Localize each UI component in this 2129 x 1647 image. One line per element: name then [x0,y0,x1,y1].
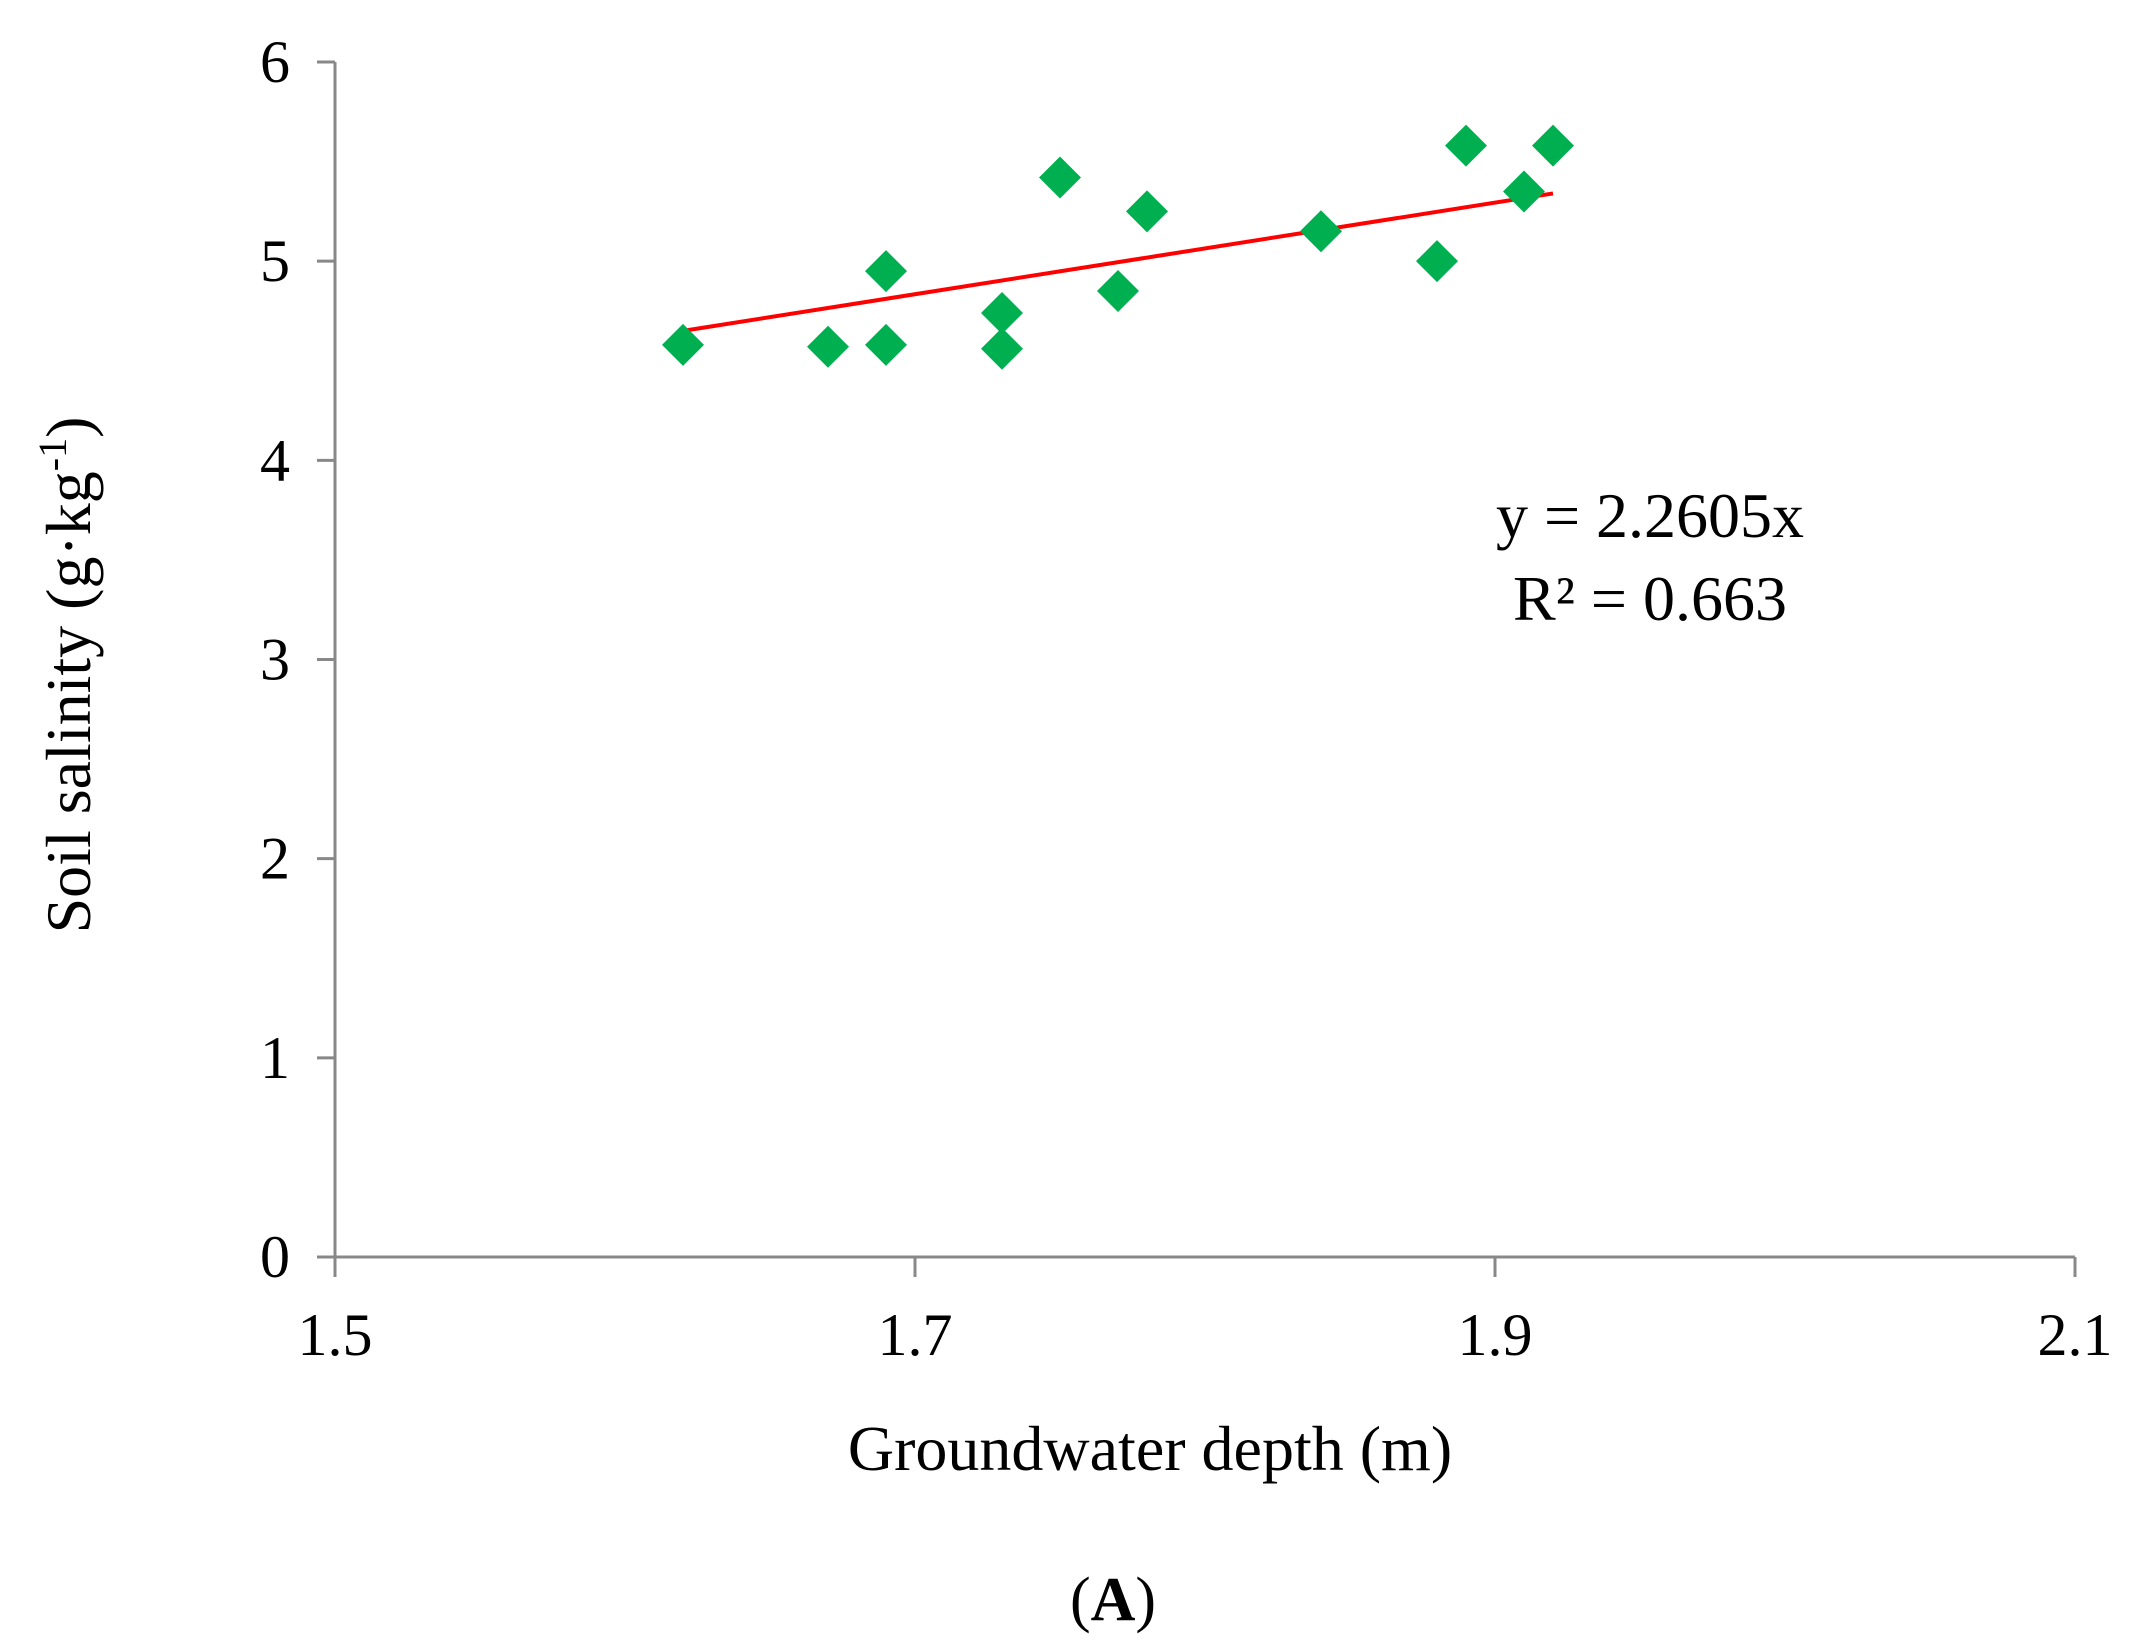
y-axis-title-main: Soil salinity (g·kg [33,471,104,933]
panel-label-open: ( [1070,1566,1091,1634]
regression-equation: y = 2.2605x [1496,480,1804,551]
x-tick-label: 1.7 [878,1302,953,1368]
x-tick-label: 2.1 [2038,1302,2113,1368]
y-tick-label: 5 [260,228,290,294]
data-point [981,291,1023,334]
panel-label-letter: A [1091,1566,1136,1634]
x-tick-label: 1.5 [298,1302,373,1368]
y-tick-label: 0 [260,1224,290,1290]
trendline-group [682,191,1554,333]
data-point [865,250,907,293]
data-point [1097,270,1139,313]
y-tick-label: 6 [260,29,290,95]
y-tick-label: 3 [260,627,290,693]
data-point [1300,210,1342,253]
panel-label: (A) [1070,1566,1156,1634]
data-points [662,124,1574,370]
data-point [807,325,849,368]
y-axis-title-superscript: -1 [30,438,75,471]
data-point [865,323,907,366]
y-tick-label: 2 [260,826,290,892]
x-ticks: 1.5 1.7 1.9 2.1 [298,1257,2113,1368]
x-axis-title: Groundwater depth (m) [848,1413,1452,1484]
data-point [662,323,704,366]
data-point [1503,170,1545,213]
r-squared-label: R² = 0.663 [1513,563,1787,634]
y-axis-title: Soil salinity (g·kg-1) [30,417,104,934]
y-ticks: 0 1 2 3 4 5 6 [260,29,335,1290]
data-point [1416,240,1458,283]
data-point [1126,190,1168,233]
trendline [682,191,1554,333]
y-tick-label: 4 [260,427,290,493]
x-tick-label: 1.9 [1458,1302,1533,1368]
panel-label-close: ) [1135,1566,1156,1634]
data-point [1445,124,1487,167]
y-axis-title-close: ) [33,417,104,438]
data-point [1532,124,1574,167]
data-point [981,327,1023,370]
axes [333,62,2075,1259]
data-point [1039,156,1081,199]
y-tick-label: 1 [260,1025,290,1091]
